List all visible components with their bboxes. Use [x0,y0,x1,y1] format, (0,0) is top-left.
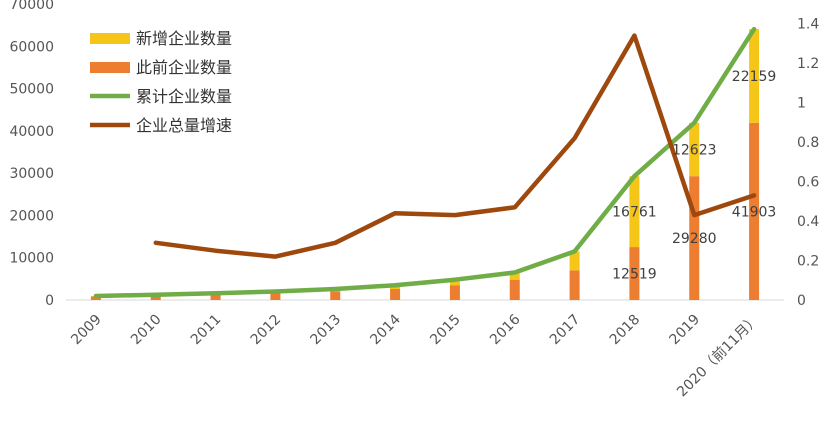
y-left-tick-label: 40000 [9,124,54,140]
data-label: 12519 [612,267,657,283]
bar-prev [270,293,281,300]
y-left-tick-label: 10000 [9,251,54,267]
cumulative-line [93,26,757,299]
data-label: 29280 [672,231,717,247]
x-tick-label: 2018 [607,312,644,349]
x-tick-label: 2011 [188,312,225,349]
y-left-tick-label: 20000 [9,208,54,224]
y-right-tick-label: 1.4 [797,17,819,33]
y-left-tick-label: 0 [45,293,54,309]
y-left-tick-label: 70000 [9,0,54,13]
data-label: 22159 [732,69,777,85]
bar-prev [390,289,401,300]
data-label: 41903 [732,204,777,220]
y-left-tick-label: 50000 [9,82,54,98]
data-label: 12623 [672,142,717,158]
x-tick-label: 2014 [367,311,404,348]
bar-new [569,251,580,271]
y-right-tick-label: 0.8 [797,135,819,151]
lines [93,26,757,299]
legend-label: 新增企业数量 [136,29,232,48]
legend-swatch [90,33,130,44]
bar-prev [689,176,700,300]
y-right-tick-label: 1 [797,96,806,112]
legend-label: 此前企业数量 [136,58,232,77]
bar-new [449,279,460,286]
legend-label: 累计企业数量 [136,87,232,106]
data-label: 16761 [612,205,657,221]
x-tick-label: 2010 [128,312,165,349]
x-tick-label: 2015 [427,312,464,349]
legend-label: 企业总量增速 [136,116,232,135]
bar-prev [150,295,161,300]
y-right-tick-label: 0.4 [797,214,819,230]
y-left-tick-label: 60000 [9,39,54,55]
x-tick-label: 2012 [248,312,285,349]
x-tick-label: 2017 [547,312,584,349]
y-right-tick-label: 0 [797,293,806,309]
bar-new [689,122,700,177]
x-tick-label: 2019 [667,312,704,349]
y-right-tick-label: 0.6 [797,175,819,191]
y-right-tick-label: 0.2 [797,254,819,270]
bar-prev [749,122,760,300]
bar-prev [509,279,520,300]
data-labels: 16761 12519 12623 29280 22159 41903 [612,69,776,283]
bar-new [749,29,760,123]
growth-rate-line [153,33,757,259]
x-tick-label: 2009 [68,312,105,349]
bar-prev [210,294,221,300]
y-left-tick-label: 30000 [9,166,54,182]
legend-swatch [90,62,130,73]
bar-prev [569,270,580,300]
bar-new [629,176,640,248]
bar-new [509,272,520,280]
bar-prev [330,291,341,300]
bar-prev [449,285,460,300]
x-tick-label: 2016 [487,311,524,348]
bar-prev [629,247,640,300]
y-right-tick-label: 1.2 [797,56,819,72]
bar-prev [90,296,101,300]
x-tick-label: 2013 [308,312,345,349]
